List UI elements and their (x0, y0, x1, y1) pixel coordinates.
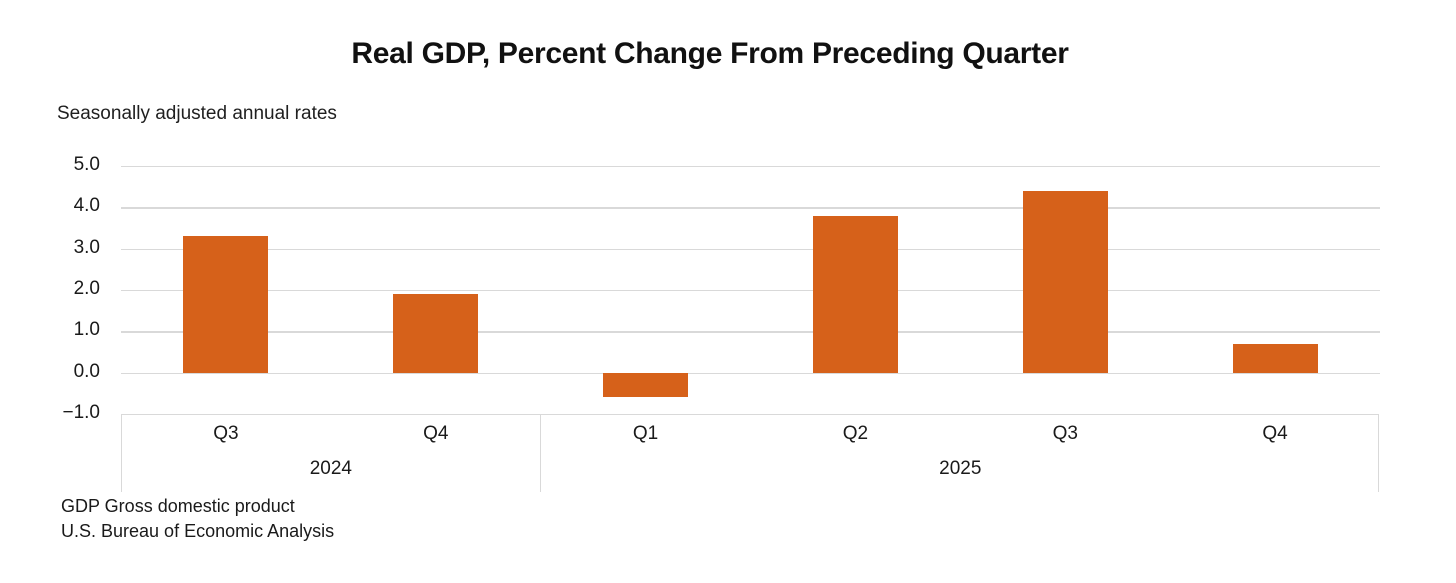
gridline (121, 166, 1380, 168)
chart-title: Real GDP, Percent Change From Preceding … (351, 37, 1069, 70)
x-axis-band (121, 414, 1379, 492)
x-axis-year-label: 2024 (309, 458, 352, 479)
year-divider (539, 414, 542, 492)
y-axis-tick-label: 5.0 (73, 154, 100, 176)
gridline (121, 372, 1380, 375)
y-axis-tick-label: −1.0 (62, 402, 100, 424)
y-axis-tick-label: 2.0 (73, 278, 100, 300)
chart-subtitle: Seasonally adjusted annual rates (57, 103, 337, 124)
x-axis-quarter-label: Q3 (213, 423, 239, 444)
bar-q4-2025 (1232, 343, 1318, 373)
x-axis-quarter-label: Q4 (1262, 423, 1288, 444)
x-axis-quarter-label: Q4 (423, 423, 449, 444)
bar-q1-2025 (603, 372, 689, 398)
gridline (121, 290, 1380, 292)
bar-q2-2025 (812, 215, 898, 373)
x-axis-quarter-label: Q3 (1052, 423, 1078, 444)
x-axis-year-label: 2025 (939, 458, 982, 479)
gridline (121, 207, 1380, 209)
bar-q4-2024 (393, 294, 479, 373)
gridline (121, 331, 1380, 333)
x-axis-quarter-label: Q2 (842, 423, 869, 444)
y-axis-tick-label: 4.0 (73, 195, 100, 217)
gridline (121, 248, 1380, 251)
footer: GDP Gross domestic product U.S. Bureau o… (61, 494, 334, 544)
bar-q3-2024 (183, 236, 269, 373)
x-axis-quarter-label: Q1 (632, 423, 659, 444)
footer-source: U.S. Bureau of Economic Analysis (61, 521, 335, 541)
bar-q3-2025 (1022, 190, 1108, 373)
y-axis-tick-label: 3.0 (73, 236, 100, 258)
y-axis-tick-label: 0.0 (73, 360, 100, 382)
y-axis-tick-label: 1.0 (73, 319, 100, 341)
footer-note-gdp: GDP Gross domestic product (61, 496, 295, 516)
